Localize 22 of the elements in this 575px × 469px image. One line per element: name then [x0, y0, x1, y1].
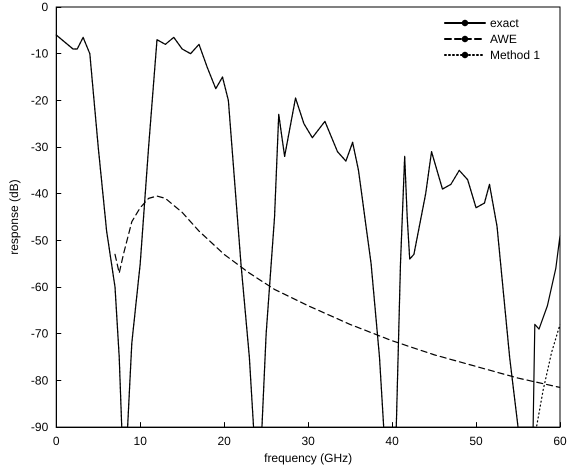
x-tick-label: 10 — [134, 434, 148, 448]
y-tick-label: 0 — [42, 0, 49, 14]
y-tick-label: -20 — [30, 93, 49, 108]
y-axis-title: response (dB) — [7, 179, 21, 255]
y-tick-label: -40 — [30, 186, 49, 201]
x-axis-title: frequency (GHz) — [264, 451, 352, 465]
x-tick-label: 0 — [52, 434, 60, 448]
legend-label: Method 1 — [490, 48, 540, 62]
legend-label: AWE — [490, 32, 517, 46]
y-tick-label: -70 — [30, 326, 49, 341]
legend-label: exact — [490, 16, 520, 30]
y-tick-label: -90 — [30, 420, 49, 434]
y-tick-label: -80 — [30, 373, 49, 388]
x-tick-label: 30 — [301, 434, 316, 448]
x-tick-label: 20 — [217, 434, 232, 448]
y-tick-label: -30 — [30, 140, 49, 154]
x-tick-label: 60 — [553, 434, 567, 448]
y-tick-label: -50 — [30, 233, 49, 248]
y-tick-label: -60 — [30, 280, 49, 294]
x-tick-label: 50 — [469, 434, 484, 448]
y-tick-label: -10 — [30, 46, 49, 61]
x-tick-label: 40 — [385, 434, 400, 448]
